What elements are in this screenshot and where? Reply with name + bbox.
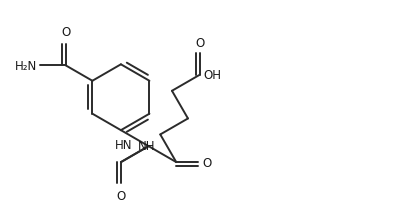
Text: O: O [61,26,70,39]
Text: H₂N: H₂N [15,60,37,73]
Text: O: O [116,189,126,202]
Text: HN: HN [116,139,133,151]
Text: NH: NH [138,139,155,152]
Text: O: O [202,156,212,169]
Text: O: O [195,36,204,49]
Text: OH: OH [204,69,221,82]
